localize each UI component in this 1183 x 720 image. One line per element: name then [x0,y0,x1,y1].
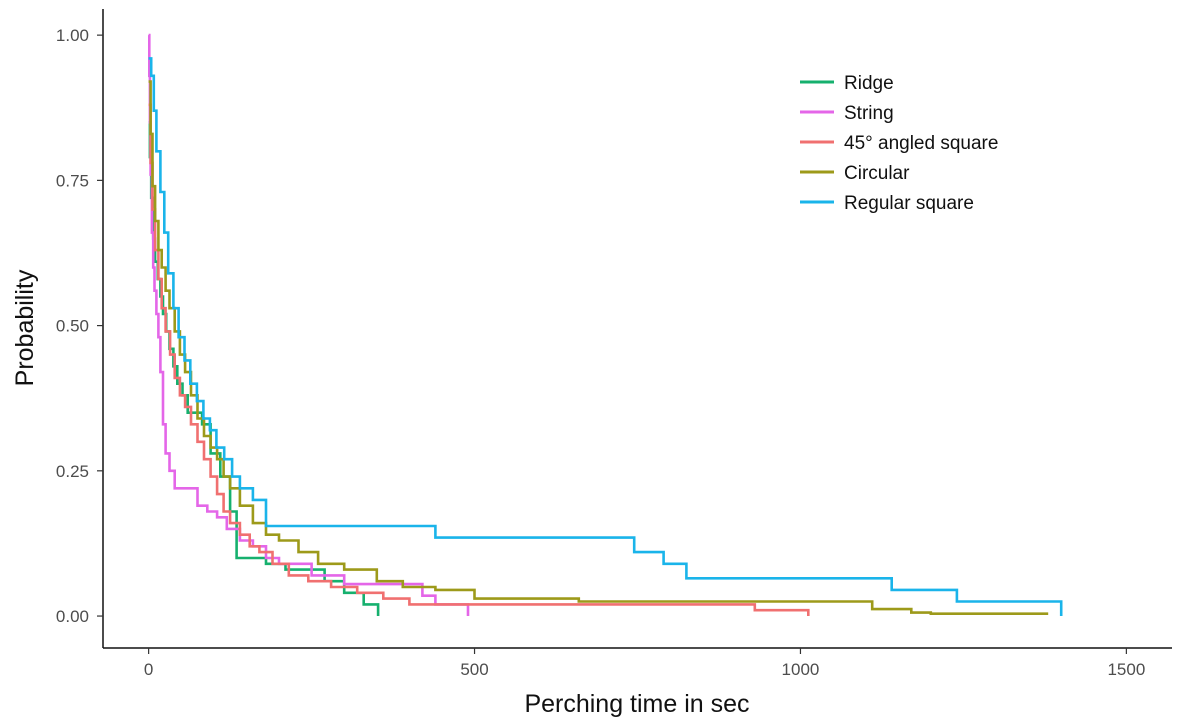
legend-label-regular-square: Regular square [844,193,974,214]
x-tick-label: 1500 [1107,660,1145,679]
x-tick-label: 0 [144,660,153,679]
y-tick-label: 0.25 [56,462,89,481]
series-line-45-angled-square [148,103,810,616]
x-tick-label: 1000 [782,660,820,679]
y-tick-label: 0.00 [56,607,89,626]
x-axis-title: Perching time in sec [524,690,749,718]
y-tick-label: 1.00 [56,26,89,45]
series-line-ridge [148,121,380,616]
legend-label-circular: Circular [844,163,910,184]
axes [102,9,1172,649]
y-tick-label: 0.75 [56,171,89,190]
ticks: 0 500 1000 1500 0.00 0.25 0.50 0.75 1.00 [56,26,1145,679]
y-tick-label: 0.50 [56,317,89,336]
series-line-regular-square [148,57,1063,616]
series-line-string [148,33,470,616]
x-tick-label: 500 [460,660,488,679]
legend-label-string: String [844,103,894,124]
plot-area [148,33,1063,616]
legend: Ridge String 45° angled square Circular Regu… [800,73,998,214]
legend-label-45-angled-square: 45° angled square [844,133,998,154]
y-axis-title: Probability [11,269,39,386]
series-line-circular [148,80,1049,615]
legend-label-ridge: Ridge [844,73,894,94]
